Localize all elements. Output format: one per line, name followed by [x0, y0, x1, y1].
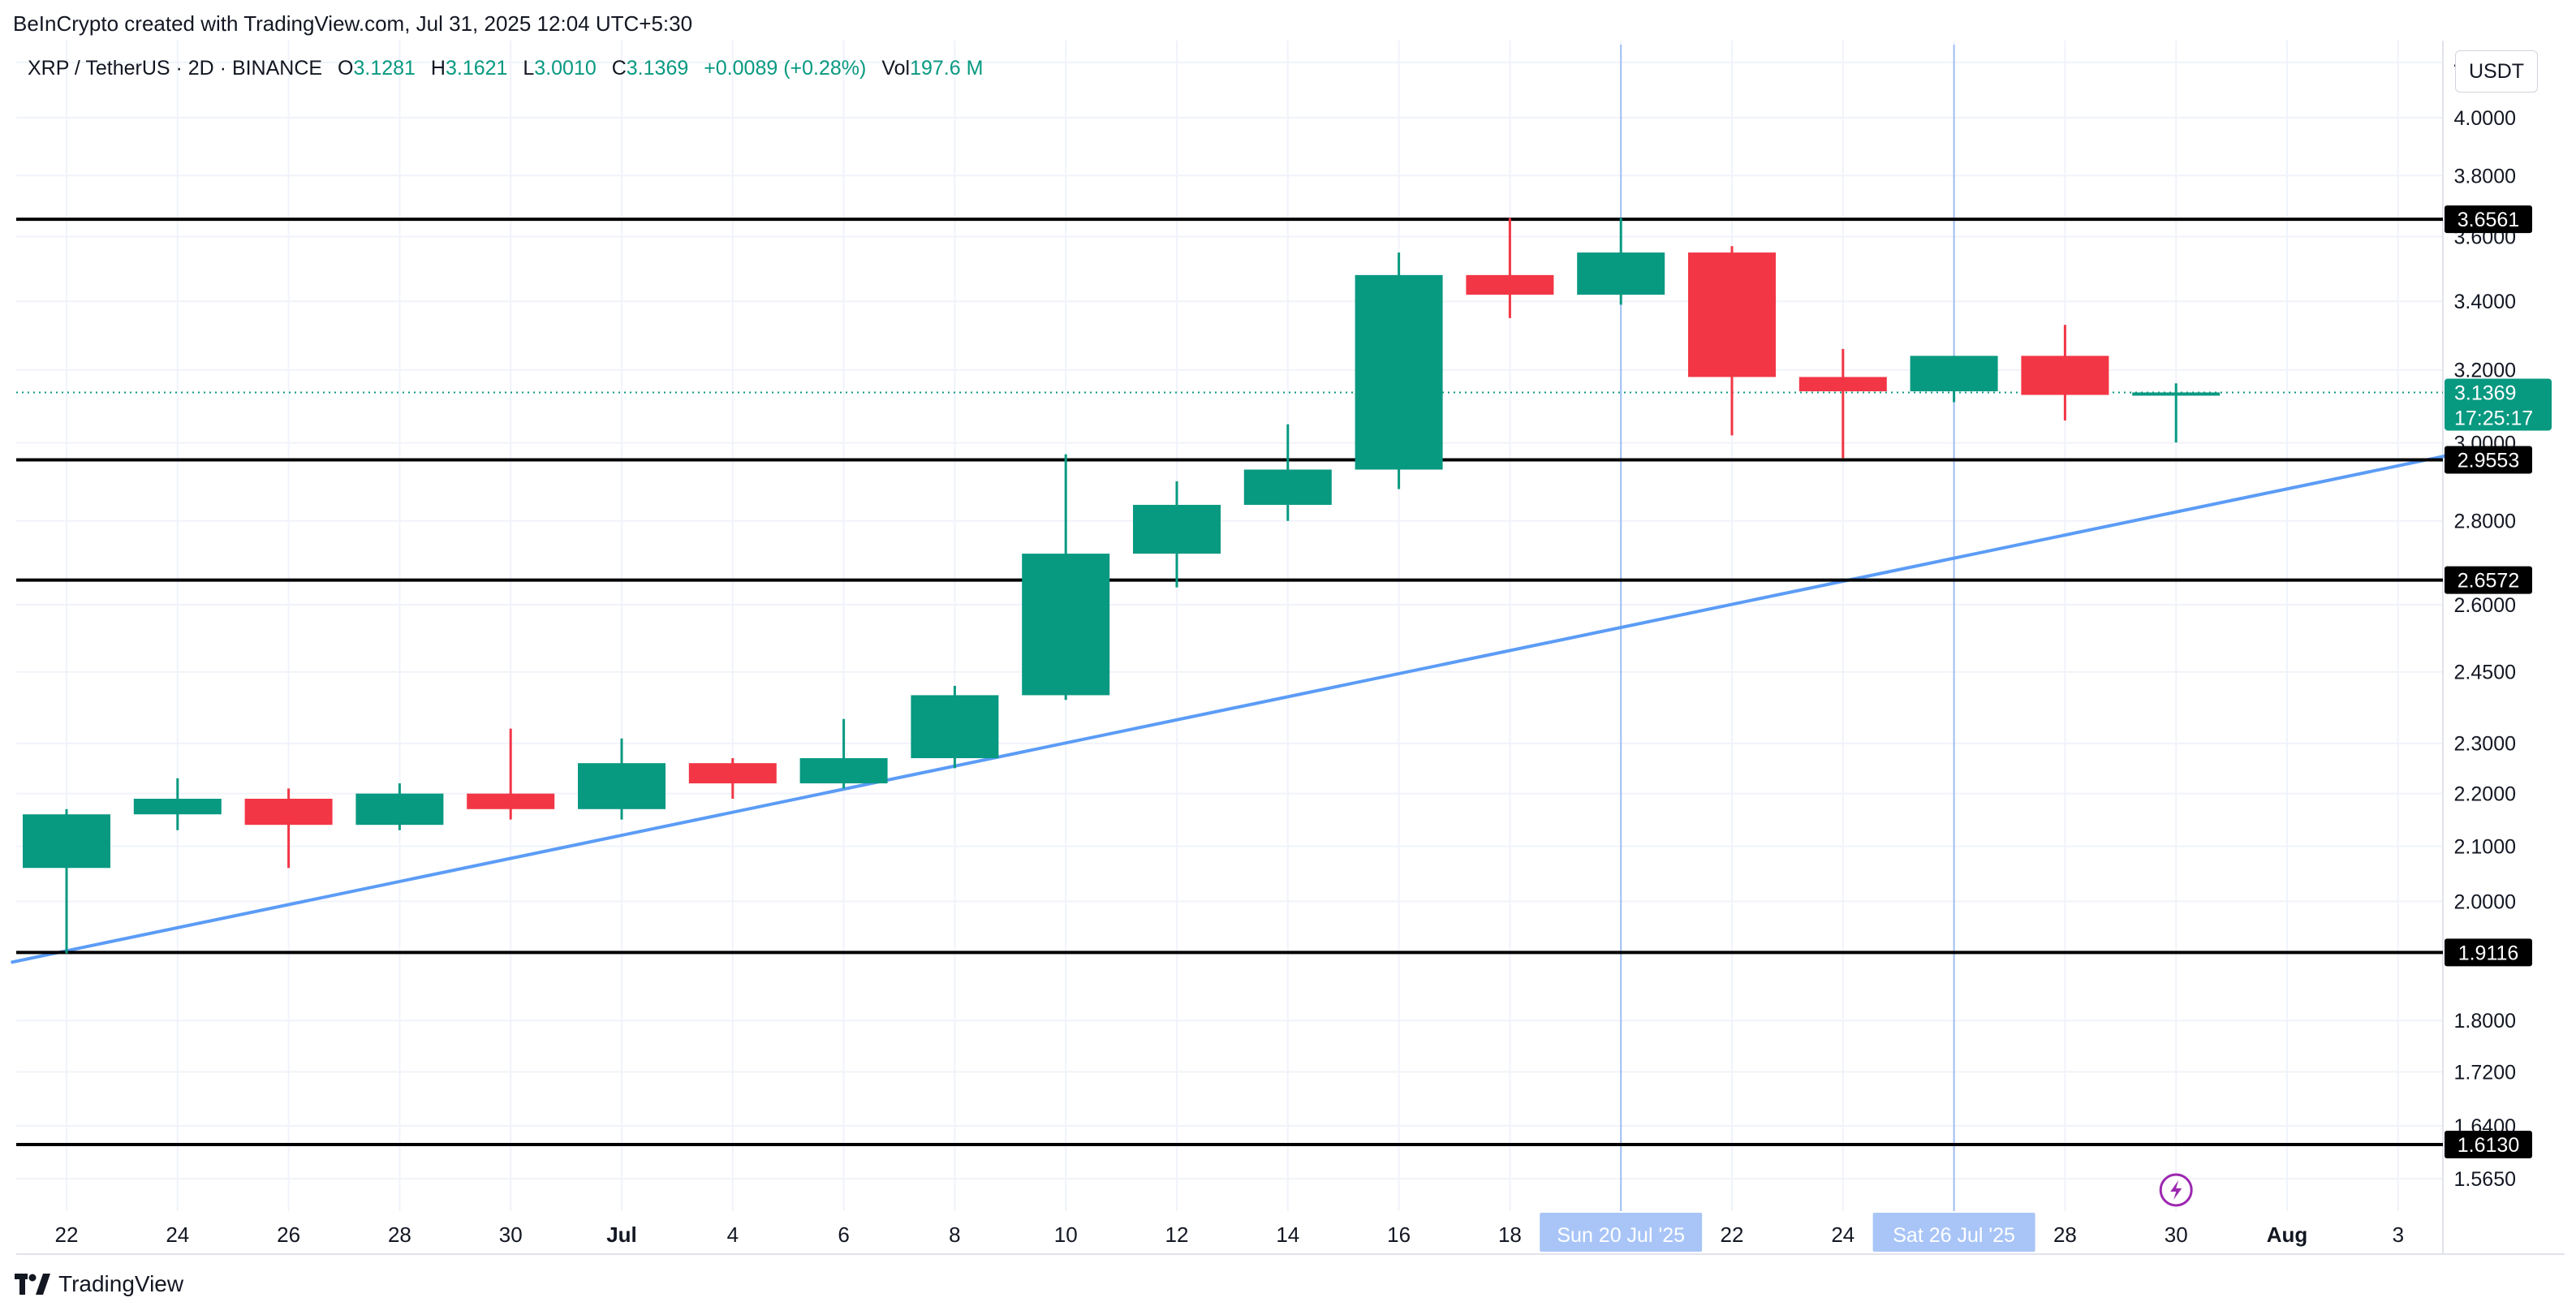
- countdown-label: 17:25:17: [2454, 407, 2533, 429]
- y-tick-label: 2.2000: [2454, 783, 2516, 806]
- level-price-label: 3.6561: [2458, 209, 2519, 231]
- candle-body-down: [244, 799, 333, 826]
- x-tick-label: 30: [2165, 1222, 2188, 1247]
- x-tick-label: 22: [55, 1222, 79, 1247]
- level-price-tag: [2445, 205, 2532, 234]
- y-tick-label: 4.0000: [2454, 107, 2516, 130]
- tradingview-brand[interactable]: TradingView: [15, 1271, 183, 1297]
- current-price-label: 3.1369: [2454, 382, 2516, 404]
- level-price-tag: [2445, 566, 2532, 594]
- x-tick-label: 4: [727, 1222, 739, 1247]
- tradingview-logo-icon: [15, 1274, 50, 1295]
- candle-body-up: [911, 695, 999, 759]
- candle-body-down: [1688, 252, 1776, 377]
- x-tick-label: 28: [2053, 1222, 2077, 1247]
- date-marker-tag: [1540, 1213, 1703, 1252]
- brand-name: TradingView: [58, 1271, 184, 1296]
- y-tick-label: 2.0000: [2454, 890, 2516, 913]
- y-tick-label: 3.2000: [2454, 360, 2516, 382]
- date-marker-label: Sat 26 Jul '25: [1893, 1224, 2015, 1247]
- high-value: 3.1621: [445, 57, 508, 80]
- y-tick-label: 2.6000: [2454, 594, 2516, 617]
- y-tick-label: 1.5650: [2454, 1168, 2516, 1191]
- x-tick-label: 12: [1165, 1222, 1189, 1247]
- level-price-tag: [2445, 1130, 2532, 1158]
- x-tick-label: 18: [1498, 1222, 1522, 1247]
- open-value: 3.1281: [353, 57, 416, 80]
- symbol-legend: XRP / TetherUS · 2D · BINANCE O3.1281 H3…: [28, 57, 983, 80]
- candle-body-down: [2021, 356, 2109, 395]
- x-tick-label: 24: [166, 1222, 189, 1247]
- level-price-label: 2.6572: [2458, 570, 2519, 593]
- x-tick-label: Jul: [606, 1222, 637, 1247]
- candle-body-up: [23, 814, 110, 869]
- lightning-icon: [2170, 1180, 2182, 1200]
- candle-body-up: [1243, 469, 1332, 505]
- y-tick-label: 1.8000: [2454, 1010, 2516, 1033]
- x-tick-label: 28: [388, 1222, 411, 1247]
- close-label: C: [611, 57, 627, 80]
- x-tick-label: 14: [1276, 1222, 1299, 1247]
- currency-selector[interactable]: USDT: [2455, 50, 2538, 93]
- x-tick-label: 16: [1387, 1222, 1411, 1247]
- candle-body-up: [799, 758, 888, 784]
- y-tick-label: 2.3000: [2454, 733, 2516, 756]
- x-tick-label: 30: [499, 1222, 523, 1247]
- open-label: O: [338, 57, 354, 80]
- level-price-label: 1.9116: [2458, 942, 2519, 964]
- y-tick-label: 2.4500: [2454, 662, 2516, 684]
- y-tick-label: 2.8000: [2454, 511, 2516, 533]
- candle-body-up: [1355, 274, 1443, 470]
- symbol-name[interactable]: XRP / TetherUS · 2D · BINANCE: [28, 57, 323, 80]
- y-tick-label: 1.7200: [2454, 1062, 2516, 1084]
- x-tick-label: 26: [277, 1222, 300, 1247]
- low-label: L: [523, 57, 535, 80]
- candle-body-down: [1466, 274, 1554, 295]
- level-price-label: 2.9553: [2458, 450, 2519, 472]
- x-tick-label: 6: [838, 1222, 849, 1247]
- level-price-tag: [2445, 446, 2532, 474]
- candle-body-up: [1910, 356, 1998, 392]
- x-tick-label: 10: [1054, 1222, 1078, 1247]
- candle-body-up: [1577, 252, 1665, 295]
- candle-body-up: [2132, 392, 2221, 396]
- volume-value: 197.6 M: [910, 57, 984, 80]
- volume-label: Vol: [881, 57, 911, 80]
- candle-body-up: [133, 799, 222, 815]
- current-price-tag: [2445, 378, 2552, 431]
- low-value: 3.0010: [534, 57, 597, 80]
- y-tick-label: 3.8000: [2454, 165, 2516, 188]
- candle-body-up: [1022, 554, 1110, 696]
- candle-body-up: [1133, 504, 1221, 554]
- x-tick-label: 24: [1831, 1222, 1854, 1247]
- candle-body-up: [578, 763, 666, 809]
- level-price-label: 1.6130: [2458, 1134, 2519, 1157]
- ascending-trendline: [11, 452, 2454, 964]
- attribution-caption: BeInCrypto created with TradingView.com,…: [13, 11, 693, 36]
- level-price-tag: [2445, 938, 2532, 967]
- y-tick-label: 3.4000: [2454, 291, 2516, 313]
- close-value: 3.1369: [626, 57, 689, 80]
- candle-body-down: [1798, 377, 1887, 392]
- change-value: +0.0089 (+0.28%): [704, 57, 867, 80]
- x-tick-label: 3: [2393, 1222, 2404, 1247]
- candle-body-up: [355, 793, 444, 826]
- x-tick-label: 22: [1721, 1222, 1744, 1247]
- candle-body-down: [467, 793, 555, 809]
- high-label: H: [430, 57, 446, 80]
- date-marker-label: Sun 20 Jul '25: [1557, 1224, 1685, 1247]
- date-marker-tag: [1872, 1213, 2035, 1252]
- candle-body-down: [688, 763, 777, 784]
- x-tick-label: Aug: [2267, 1222, 2308, 1247]
- x-tick-label: 8: [949, 1222, 960, 1247]
- y-tick-label: 2.1000: [2454, 835, 2516, 858]
